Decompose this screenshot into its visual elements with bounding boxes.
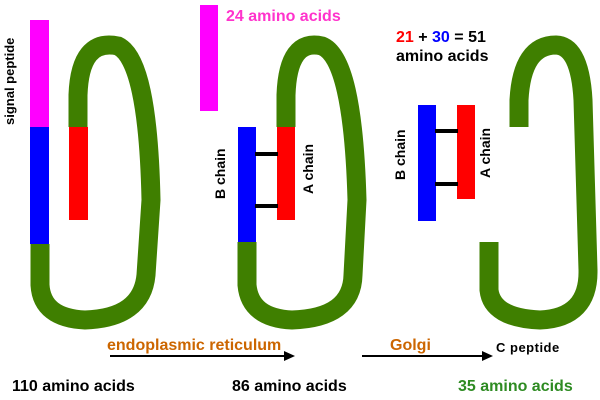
c-peptide-loop [30,35,161,330]
golgi-label: Golgi [390,337,431,354]
chain-sum: 21 + 30 = 51 [396,29,486,46]
a-chain-label: A chain [477,128,493,178]
b-chain-segment [238,127,256,242]
a-chain-segment [69,127,88,220]
arrow-head-icon [482,351,493,361]
stage2-length: 86 amino acids [232,378,347,395]
er-step: endoplasmic reticulum [107,337,295,361]
stage3-length: 35 amino acids [458,378,573,395]
a-chain-segment [277,127,295,220]
arrow-head-icon [284,351,295,361]
signal-peptide-segment [30,20,49,127]
b-chain-label: B chain [212,148,228,199]
c-peptide [479,35,598,330]
a-chain-label: A chain [300,144,316,194]
signal-length-label: 24 amino acids [226,8,341,25]
cleaved-signal-peptide [200,5,218,111]
a-chain-segment [457,105,475,199]
proinsulin: 24 amino acids B chain A chain [200,5,367,330]
b-chain-segment [418,105,436,221]
b-chain-segment [30,127,49,244]
stage1-length: 110 amino acids [12,378,135,395]
signal-peptide-label: signal peptide [2,38,17,125]
chain-sum-unit: amino acids [396,48,489,65]
c-peptide-loop [237,35,367,330]
er-label: endoplasmic reticulum [107,337,281,354]
golgi-step: Golgi C peptide [362,337,560,361]
mature-insulin: 21 + 30 = 51 amino acids B chain A chain [392,29,493,221]
c-peptide-label: C peptide [496,340,560,355]
b-chain-label: B chain [392,129,408,180]
preproinsulin: signal peptide [2,20,161,330]
